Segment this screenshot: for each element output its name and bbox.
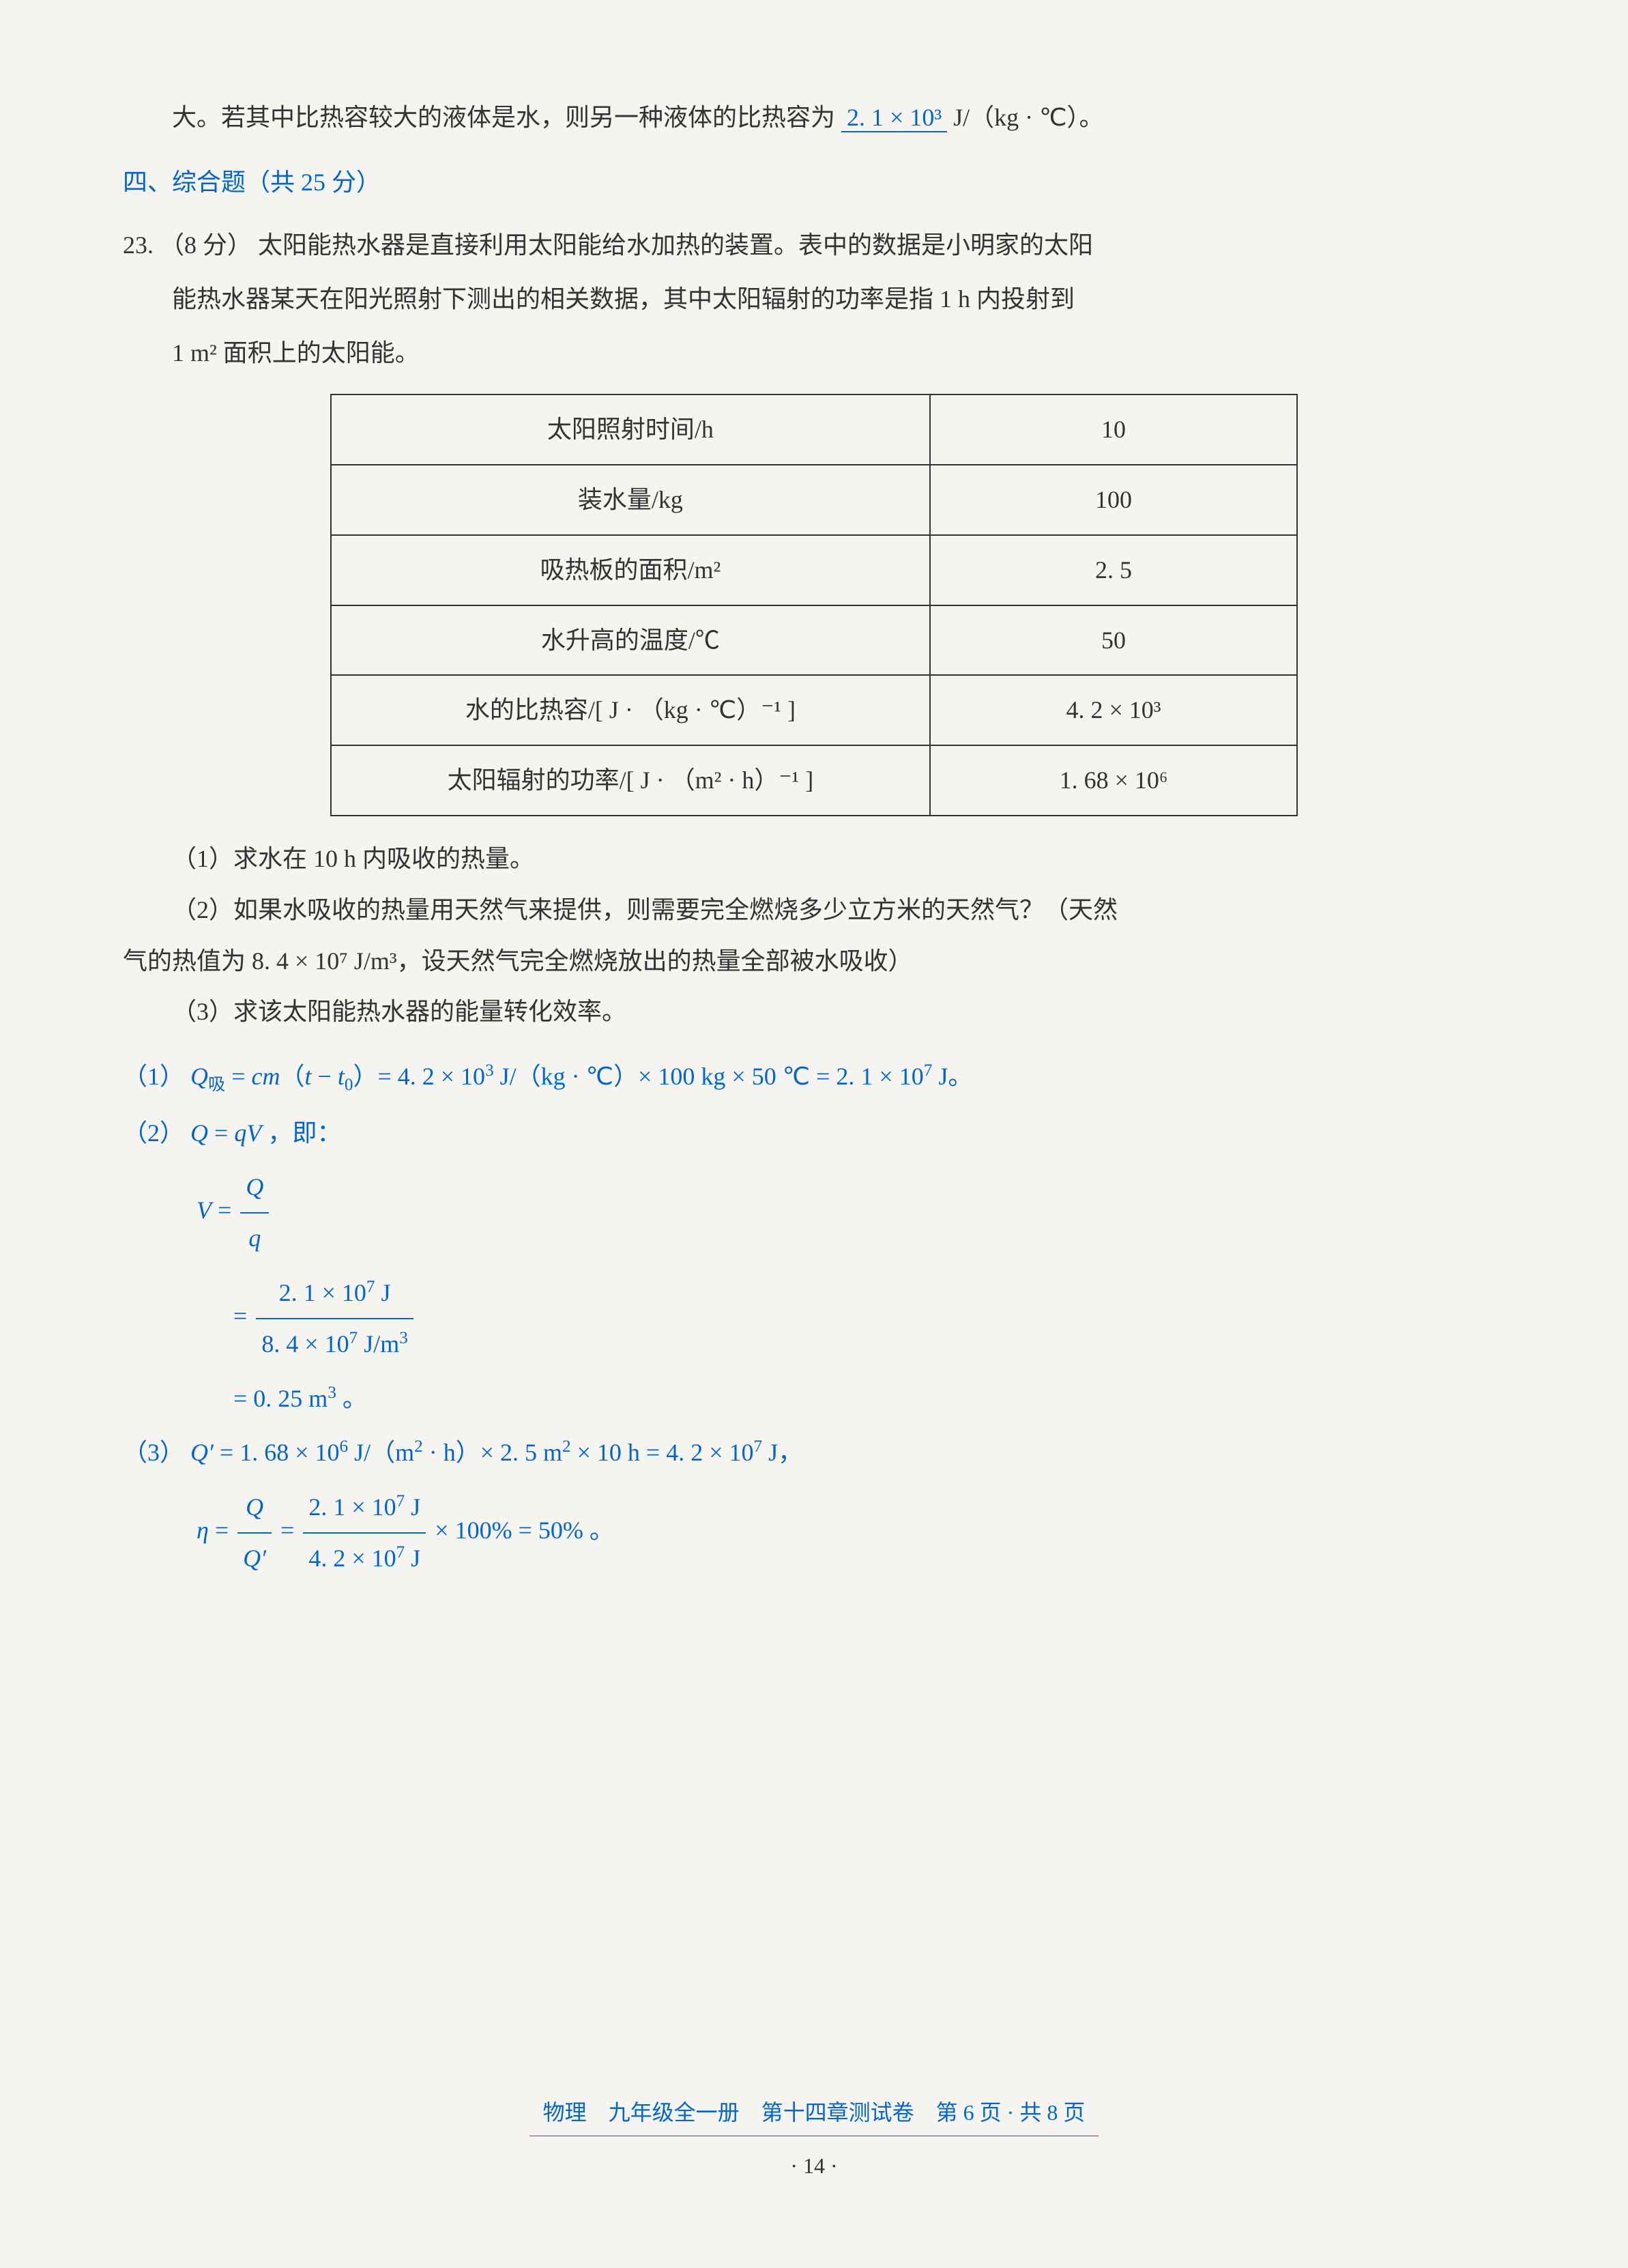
intro-line: 大。若其中比热容较大的液体是水，则另一种液体的比热容为 2. 1 × 10³ J… (123, 96, 1505, 140)
frac2-num: 2. 1 × 107 J (256, 1271, 413, 1319)
s2-comma: ，即： (267, 1119, 341, 1147)
table-cell-label: 太阳辐射的功率/[ J · （m² · h）⁻¹ ] (331, 745, 930, 816)
section-4-header: 四、综合题（共 25 分） (123, 160, 1505, 205)
s2-result: = 0. 25 m3 。 (233, 1385, 367, 1412)
table-row: 太阳辐射的功率/[ J · （m² · h）⁻¹ ] 1. 68 × 10⁶ (331, 745, 1297, 816)
solution-block: （1） Q吸 = cm（t − t0）= 4. 2 × 103 J/（kg · … (123, 1054, 1505, 1581)
q23-text1: 太阳能热水器是直接利用太阳能给水加热的装置。表中的数据是小明家的太阳 (258, 231, 1093, 259)
table-cell-label: 太阳照射时间/h (331, 394, 930, 465)
solution-2-frac2: = 2. 1 × 107 J 8. 4 × 107 J/m3 (123, 1271, 1505, 1366)
s2-eq: = (214, 1119, 234, 1147)
q23-sub1: （1）求水在 10 h 内吸收的热量。 (123, 837, 1505, 881)
s3-Qprime: Q′ (190, 1439, 214, 1466)
table-cell-value: 50 (930, 605, 1297, 676)
s2-Q: Q (190, 1119, 208, 1147)
s2-V: V (197, 1197, 212, 1224)
question-23: 23. （8 分） 太阳能热水器是直接利用太阳能给水加热的装置。表中的数据是小明… (123, 218, 1505, 1035)
table-row: 水的比热容/[ J · （kg · ℃）⁻¹ ] 4. 2 × 10³ (331, 675, 1297, 745)
solution-2-result: = 0. 25 m3 。 (123, 1377, 1505, 1421)
table-cell-value: 100 (930, 465, 1297, 535)
frac3-num: Q (237, 1485, 272, 1534)
intro-answer: 2. 1 × 10³ (841, 104, 947, 132)
solution-3-line1: （3） Q′ = 1. 68 × 106 J/（m2 · h）× 2. 5 m2… (123, 1431, 1505, 1475)
s2-eq3: = (233, 1302, 253, 1330)
fraction-2: 2. 1 × 107 J 8. 4 × 107 J/m3 (256, 1271, 413, 1366)
s2-eq2: = (218, 1197, 237, 1224)
q23-data-table: 太阳照射时间/h 10 装水量/kg 100 吸热板的面积/m² 2. 5 水升… (330, 394, 1298, 816)
table-cell-value: 10 (930, 394, 1297, 465)
frac3-den: Q′ (237, 1534, 272, 1581)
solution-3-eta: η = Q Q′ = 2. 1 × 107 J 4. 2 × 107 J × 1… (123, 1485, 1505, 1581)
q23-line1: 23. （8 分） 太阳能热水器是直接利用太阳能给水加热的装置。表中的数据是小明… (123, 218, 1505, 272)
table-cell-value: 1. 68 × 10⁶ (930, 745, 1297, 816)
q23-sub2: （2）如果水吸收的热量用天然气来提供，则需要完全燃烧多少立方米的天然气？（天然 (123, 888, 1505, 932)
s1-sub: 吸 (208, 1076, 225, 1094)
q23-number: 23. (123, 231, 154, 259)
table-row: 太阳照射时间/h 10 (331, 394, 1297, 465)
intro-prefix: 大。若其中比热容较大的液体是水，则另一种液体的比热容为 (172, 104, 835, 131)
table-cell-value: 2. 5 (930, 535, 1297, 605)
fraction-1: Q q (240, 1165, 269, 1261)
table-row: 吸热板的面积/m² 2. 5 (331, 535, 1297, 605)
s1-formula: Q (190, 1063, 208, 1090)
table-cell-label: 装水量/kg (331, 465, 930, 535)
s3-formula: = 1. 68 × 106 J/（m2 · h）× 2. 5 m2 × 10 h… (220, 1439, 802, 1466)
solution-1: （1） Q吸 = cm（t − t0）= 4. 2 × 103 J/（kg · … (123, 1054, 1505, 1101)
table-row: 装水量/kg 100 (331, 465, 1297, 535)
s3-label: （3） (123, 1439, 184, 1466)
frac1-num: Q (240, 1165, 269, 1214)
footer-text: 物理 九年级全一册 第十四章测试卷 第 6 页 · 共 8 页 (529, 2093, 1099, 2137)
table-cell-value: 4. 2 × 10³ (930, 675, 1297, 745)
frac2-den: 8. 4 × 107 J/m3 (256, 1319, 413, 1366)
q23-sub2-cont: 气的热值为 8. 4 × 10⁷ J/m³，设天然气完全燃烧放出的热量全部被水吸… (123, 939, 1505, 984)
table-cell-label: 水升高的温度/℃ (331, 605, 930, 676)
frac4-den: 4. 2 × 107 J (303, 1534, 426, 1581)
s1-rest: = cm（t − t0）= 4. 2 × 103 J/（kg · ℃）× 100… (231, 1063, 972, 1090)
s1-label: （1） (123, 1063, 184, 1090)
page-content: 大。若其中比热容较大的液体是水，则另一种液体的比热容为 2. 1 × 10³ J… (0, 0, 1628, 1581)
s3-result: × 100% = 50% 。 (435, 1517, 614, 1544)
frac1-den: q (240, 1214, 269, 1261)
page-footer: 物理 九年级全一册 第十四章测试卷 第 6 页 · 共 8 页 · 14 · (0, 2093, 1628, 2186)
intro-suffix: J/（kg · ℃）。 (953, 104, 1103, 131)
s3-eq: = (215, 1517, 235, 1544)
s3-eq2: = (280, 1517, 300, 1544)
frac4-num: 2. 1 × 107 J (303, 1485, 426, 1534)
s3-eta: η (197, 1517, 209, 1544)
table-row: 水升高的温度/℃ 50 (331, 605, 1297, 676)
solution-2-frac1: V = Q q (123, 1165, 1505, 1261)
page-number: · 14 · (0, 2147, 1628, 2186)
q23-points: （8 分） (160, 231, 252, 259)
q23-line2: 能热水器某天在阳光照射下测出的相关数据，其中太阳辐射的功率是指 1 h 内投射到 (123, 272, 1505, 326)
s2-label: （2） (123, 1119, 184, 1147)
q23-sub3: （3）求该太阳能热水器的能量转化效率。 (123, 990, 1505, 1034)
table-cell-label: 水的比热容/[ J · （kg · ℃）⁻¹ ] (331, 675, 930, 745)
table-cell-label: 吸热板的面积/m² (331, 535, 930, 605)
fraction-4: 2. 1 × 107 J 4. 2 × 107 J (303, 1485, 426, 1581)
solution-2-line1: （2） Q = qV ，即： (123, 1111, 1505, 1155)
s2-qV: qV (234, 1119, 261, 1147)
fraction-3: Q Q′ (237, 1485, 272, 1581)
q23-line3: 1 m² 面积上的太阳能。 (123, 326, 1505, 380)
